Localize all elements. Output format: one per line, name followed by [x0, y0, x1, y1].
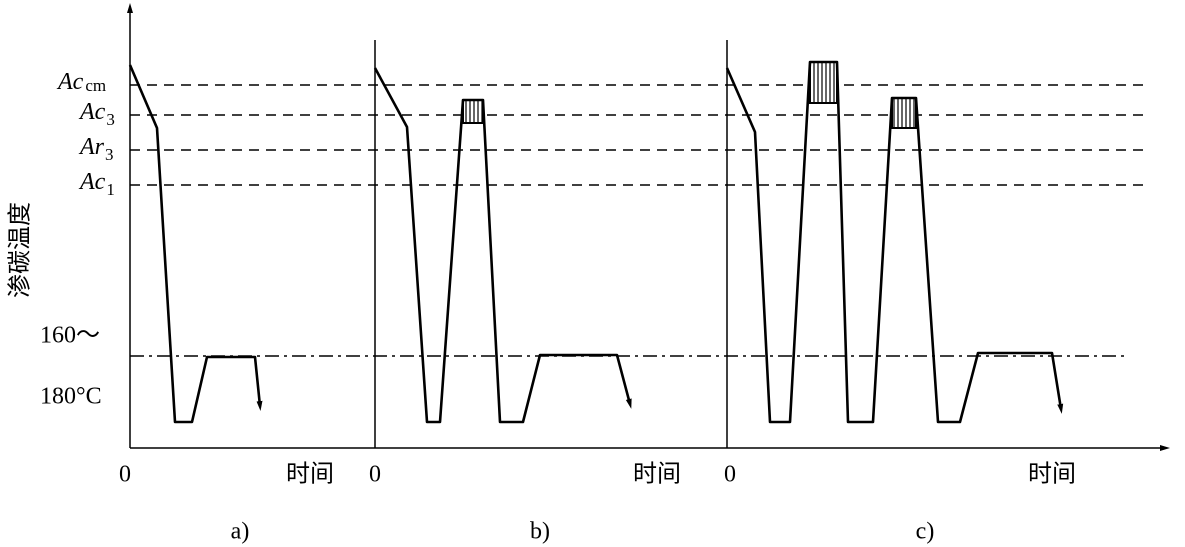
origin-label: 0 [369, 462, 381, 488]
panel-caption: c) [916, 519, 935, 545]
x-axis-label: 时间 [633, 461, 681, 488]
hold-zone [809, 61, 838, 104]
level-label: Ac cm [56, 69, 106, 95]
panel-caption: a) [231, 519, 250, 545]
hold-zone [462, 99, 484, 124]
reference-lines [130, 84, 1150, 357]
hold-zone [891, 97, 917, 129]
process-curve [373, 67, 632, 424]
origin-label: 0 [724, 462, 736, 488]
level-label: Ac1 [78, 169, 115, 199]
axes [127, 3, 1170, 451]
panel-caption: b) [530, 519, 550, 545]
origin-label: 0 [119, 462, 131, 488]
x-axis-label: 时间 [1028, 461, 1076, 488]
level-labels: Ac cm Ac3 Ar3 Ac1 [56, 69, 115, 199]
process-curve [128, 64, 263, 424]
level-label: Ac3 [78, 99, 115, 129]
level-label: Ar3 [78, 134, 114, 164]
y-axis-label: 渗碳温度 [7, 202, 34, 298]
process-curves [128, 60, 1064, 424]
temperature-label: 180°C [40, 384, 102, 410]
process-curve [725, 60, 1064, 424]
x-axis-label: 时间 [286, 461, 334, 488]
temperature-label: 160～ [40, 323, 100, 349]
